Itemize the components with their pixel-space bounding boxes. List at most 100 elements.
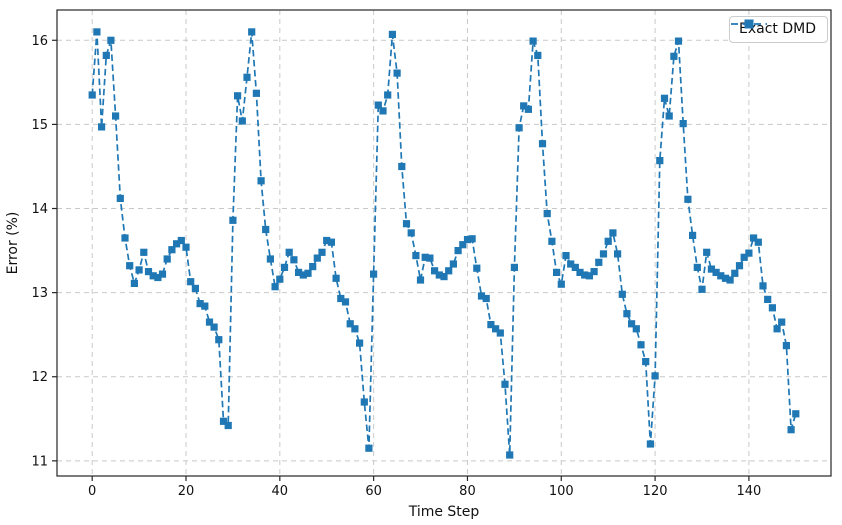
series-line <box>91 31 797 456</box>
data-point <box>351 325 359 333</box>
data-point <box>759 282 767 290</box>
data-point <box>609 229 617 237</box>
data-point <box>257 177 265 185</box>
data-point <box>304 269 312 277</box>
x-tick-label: 140 <box>736 484 761 499</box>
data-point <box>295 268 303 276</box>
data-point <box>323 236 331 245</box>
data-point <box>698 285 706 293</box>
data-point <box>707 265 715 273</box>
axis-ticks <box>52 39 750 481</box>
data-point <box>501 380 509 388</box>
data-point <box>684 195 692 203</box>
data-point <box>764 295 772 303</box>
data-point <box>205 318 214 326</box>
data-point <box>102 51 110 59</box>
data-point <box>290 256 298 264</box>
data-point <box>726 276 734 284</box>
data-point <box>496 329 504 337</box>
data-point <box>642 358 650 366</box>
data-point <box>703 248 711 256</box>
y-tick-label: 13 <box>31 286 48 301</box>
data-point <box>402 220 411 228</box>
data-point <box>721 274 730 282</box>
data-point <box>660 94 669 102</box>
data-point <box>637 341 645 349</box>
data-point <box>252 89 260 97</box>
data-point <box>309 263 317 271</box>
data-point <box>529 37 537 45</box>
data-point <box>754 238 762 246</box>
y-tick-label: 11 <box>31 454 48 469</box>
data-point <box>468 235 476 243</box>
data-point <box>163 255 171 263</box>
data-point <box>750 234 758 242</box>
data-point <box>238 117 246 125</box>
data-point <box>562 252 570 260</box>
data-series <box>88 28 800 459</box>
data-point <box>585 272 593 280</box>
data-point <box>116 194 124 202</box>
data-point <box>599 250 608 258</box>
data-point <box>768 304 776 312</box>
data-point <box>679 120 687 128</box>
data-point <box>388 30 396 38</box>
x-tick-label: 100 <box>549 484 574 499</box>
data-point <box>177 236 185 245</box>
data-point <box>318 248 326 256</box>
data-point <box>717 272 725 280</box>
data-point <box>628 320 636 328</box>
data-point <box>112 112 120 120</box>
data-point <box>778 318 786 326</box>
data-point <box>459 241 467 249</box>
data-point <box>370 270 378 278</box>
data-point <box>365 444 373 452</box>
data-point <box>234 92 242 100</box>
data-point <box>623 310 631 318</box>
data-point <box>581 271 589 279</box>
data-point <box>135 266 143 274</box>
data-point <box>266 255 274 263</box>
data-point <box>440 273 448 281</box>
y-tick-label: 15 <box>31 118 48 133</box>
data-point <box>454 247 462 255</box>
data-point <box>337 294 345 303</box>
data-point <box>149 272 157 280</box>
x-tick-label: 0 <box>88 484 96 499</box>
data-point <box>553 268 561 276</box>
data-point <box>651 372 659 380</box>
data-point <box>332 274 340 282</box>
legend: Exact DMD <box>729 16 828 43</box>
data-point <box>107 36 115 44</box>
data-point <box>693 263 701 271</box>
data-point <box>618 290 626 298</box>
x-tick-label: 20 <box>178 484 195 499</box>
data-point <box>745 249 753 257</box>
data-point <box>416 276 425 284</box>
data-point <box>656 157 664 165</box>
data-point <box>515 124 523 132</box>
data-point <box>712 268 720 276</box>
data-point <box>140 248 148 256</box>
data-point <box>492 325 500 333</box>
data-point <box>215 336 223 344</box>
data-point <box>191 284 199 292</box>
data-point <box>130 279 138 287</box>
data-point <box>567 260 575 268</box>
data-point <box>576 268 584 276</box>
data-point <box>379 107 387 115</box>
data-point <box>280 263 289 271</box>
data-point <box>431 267 439 275</box>
data-point <box>341 298 350 306</box>
x-tick-label: 80 <box>459 484 476 499</box>
data-point <box>121 234 129 242</box>
data-point <box>126 262 134 270</box>
legend-square-marker-icon <box>744 19 754 29</box>
data-point <box>98 123 106 131</box>
data-point <box>477 292 486 300</box>
y-tick-label: 16 <box>31 34 48 49</box>
y-axis-label: Error (%) <box>5 212 21 275</box>
data-point <box>154 273 162 282</box>
data-point <box>182 243 190 251</box>
